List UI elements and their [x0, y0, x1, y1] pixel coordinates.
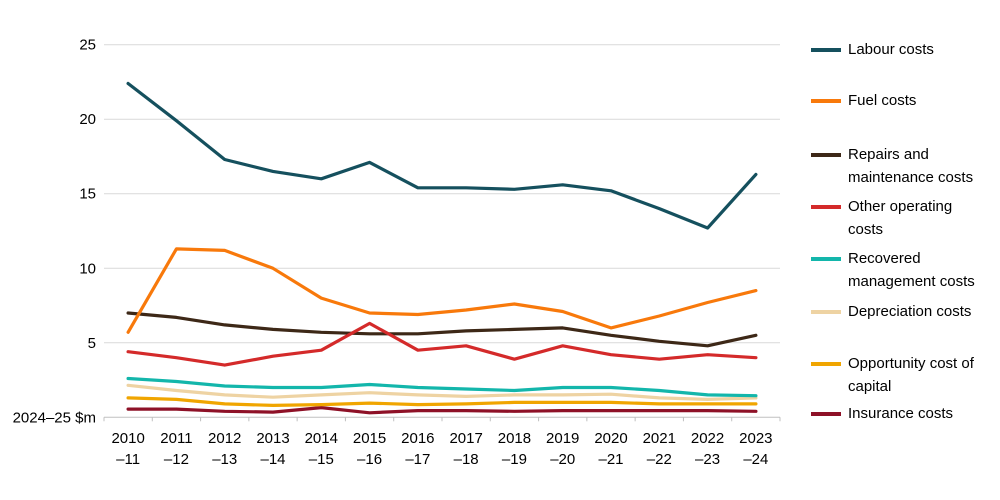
series-line-insurance-costs	[126, 406, 758, 415]
x-tick-label-year-suffix: –12	[164, 451, 189, 468]
legend-swatch-icon	[811, 205, 841, 209]
y-tick-label: 20	[79, 111, 96, 128]
x-tick-label-year: 2023	[739, 430, 772, 447]
x-tick-label-year-suffix: –14	[260, 451, 285, 468]
legend-label: Repairs and maintenance costs	[848, 146, 974, 186]
x-tick-label-year-suffix: –22	[647, 451, 672, 468]
legend-item-insurance-costs: Insurance costs	[811, 402, 988, 425]
legend-swatch-icon	[811, 48, 841, 52]
x-tick-label-year: 2015	[353, 430, 386, 447]
chart-legend: Labour costs Fuel costs Repairs and mainte…	[811, 0, 996, 500]
series-line-fuel-costs	[126, 247, 758, 334]
x-tick-label-year: 2021	[643, 430, 676, 447]
legend-item-other-operating-costs: Other operating costs	[811, 195, 988, 241]
x-tick-label-year: 2011	[160, 430, 192, 447]
legend-item-recovered-management-costs: Recovered management costs	[811, 247, 988, 293]
legend-label: Labour costs	[848, 41, 934, 58]
legend-item-repairs-and-maintenance-costs: Repairs and maintenance costs	[811, 143, 988, 189]
legend-label: Depreciation costs	[848, 303, 972, 320]
series-line-other-operating-costs	[126, 321, 758, 367]
x-tick-label-year-suffix: –16	[357, 451, 382, 468]
y-tick-label: 5	[88, 335, 96, 352]
x-tick-label-year-suffix: –11	[116, 451, 140, 468]
y-tick-label: 15	[79, 186, 96, 203]
x-tick-label-year-suffix: –18	[454, 451, 479, 468]
legend-item-depreciation-costs: Depreciation costs	[811, 300, 988, 323]
x-tick-label-year-suffix: –15	[309, 451, 334, 468]
series-line-recovered-management-costs	[126, 376, 758, 398]
legend-label: Insurance costs	[848, 405, 954, 422]
x-tick-label-year: 2014	[305, 430, 338, 447]
legend-label: Opportunity cost of capital	[848, 355, 974, 395]
x-tick-label-year-suffix: –13	[212, 451, 237, 468]
legend-item-opportunity-cost-of-capital: Opportunity cost of capital	[811, 352, 988, 398]
legend-swatch-icon	[811, 362, 841, 366]
legend-swatch-icon	[811, 310, 841, 314]
legend-swatch-icon	[811, 412, 841, 416]
series-line-depreciation-costs	[126, 383, 758, 401]
x-tick-label-year: 2013	[256, 430, 289, 447]
legend-swatch-icon	[811, 257, 841, 261]
y-tick-label: 10	[79, 260, 96, 277]
x-tick-label-year-suffix: –19	[502, 451, 527, 468]
x-tick-label-year-suffix: –20	[550, 451, 575, 468]
legend-swatch-icon	[811, 153, 841, 157]
x-tick-label-year: 2012	[208, 430, 241, 447]
x-tick-label-year: 2017	[449, 430, 482, 447]
x-tick-label-year: 2020	[594, 430, 627, 447]
x-tick-label-year-suffix: –21	[598, 451, 623, 468]
series-line-repairs-and-maintenance-costs	[126, 311, 758, 348]
x-tick-label-year: 2018	[498, 430, 531, 447]
x-tick-label-year: 2019	[546, 430, 579, 447]
x-tick-label-year-suffix: –24	[743, 451, 768, 468]
legend-swatch-icon	[811, 99, 841, 103]
legend-label: Other operating costs	[848, 198, 953, 238]
y-axis-unit-label: 2024–25 $m	[13, 409, 96, 426]
y-tick-label: 25	[79, 37, 96, 54]
series-line-opportunity-cost-of-capital	[126, 396, 758, 407]
legend-label: Fuel costs	[848, 92, 917, 109]
x-tick-label-year: 2016	[401, 430, 434, 447]
legend-item-labour-costs: Labour costs	[811, 38, 988, 61]
x-tick-label-year: 2022	[691, 430, 724, 447]
legend-item-fuel-costs: Fuel costs	[811, 89, 988, 112]
x-tick-label-year-suffix: –17	[405, 451, 430, 468]
x-tick-label-year: 2010	[111, 430, 144, 447]
series-line-labour-costs	[126, 81, 758, 230]
legend-label: Recovered management costs	[848, 250, 975, 290]
x-tick-label-year-suffix: –23	[695, 451, 720, 468]
